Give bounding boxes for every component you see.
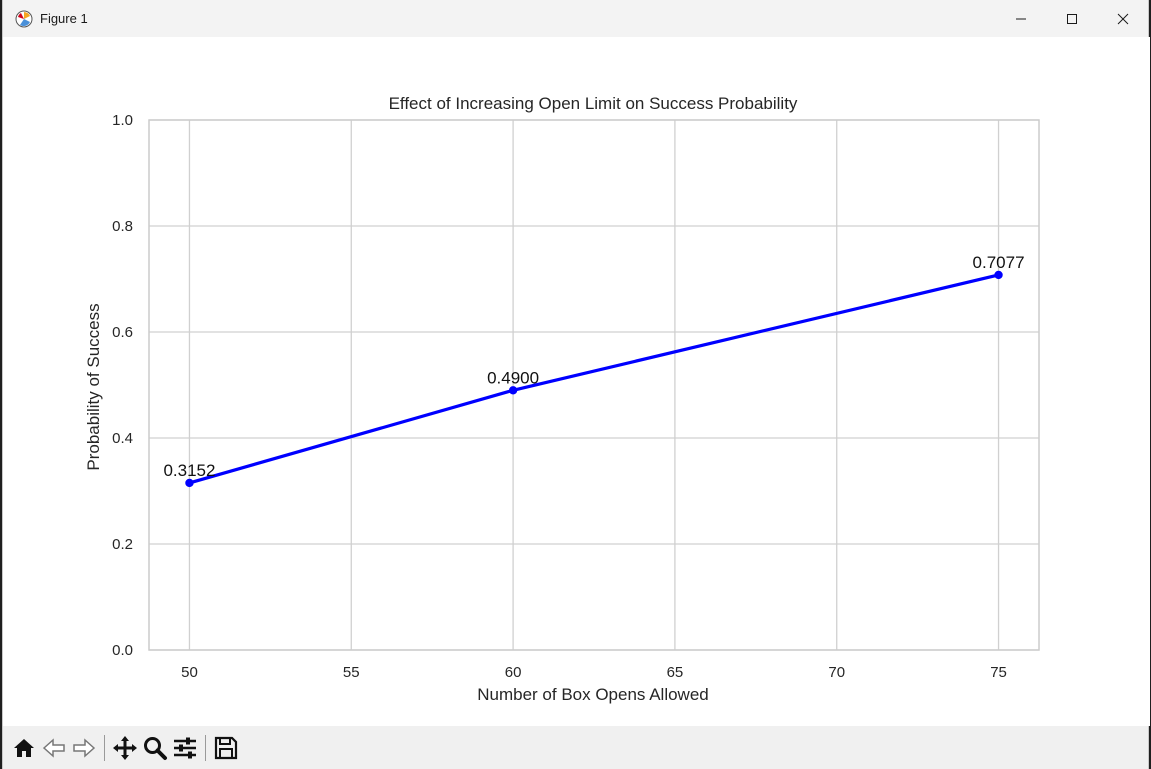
save-button[interactable] bbox=[211, 732, 241, 764]
pan-button[interactable] bbox=[110, 732, 140, 764]
data-point bbox=[185, 478, 194, 488]
zoom-button[interactable] bbox=[140, 732, 170, 764]
data-label: 0.3152 bbox=[163, 461, 215, 480]
series: 0.3152 0.4900 0.7077 bbox=[163, 253, 1025, 488]
close-button[interactable] bbox=[1097, 0, 1148, 37]
data-point bbox=[508, 386, 518, 395]
title-bar: Figure 1 bbox=[3, 0, 1148, 37]
series-line bbox=[189, 273, 999, 485]
y-tick-label: 0.6 bbox=[112, 324, 133, 341]
chart-title: Effect of Increasing Open Limit on Succe… bbox=[389, 94, 798, 113]
y-tick-label: 0.0 bbox=[112, 642, 133, 659]
plot-canvas[interactable]: 50 55 60 65 70 75 0.0 0.2 0.4 0.6 0.8 1.0 0.3152 0.4… bbox=[3, 37, 1150, 726]
back-icon bbox=[42, 737, 65, 758]
x-tick-label: 75 bbox=[990, 664, 1007, 681]
x-tick-label: 70 bbox=[828, 664, 845, 681]
tick-labels: 50 55 60 65 70 75 0.0 0.2 0.4 0.6 0.8 1.0 bbox=[112, 112, 1007, 681]
minimize-button[interactable] bbox=[995, 0, 1046, 37]
home-button[interactable] bbox=[9, 732, 39, 764]
figure-app-icon bbox=[15, 10, 33, 28]
y-axis-label: Probability of Success bbox=[84, 303, 103, 470]
maximize-button[interactable] bbox=[1046, 0, 1097, 37]
grid bbox=[149, 119, 1039, 651]
pan-icon bbox=[113, 735, 137, 760]
data-point bbox=[994, 270, 1003, 280]
y-tick-label: 0.8 bbox=[112, 218, 133, 235]
x-tick-label: 55 bbox=[343, 664, 360, 681]
y-tick-label: 0.2 bbox=[112, 536, 133, 553]
toolbar-separator bbox=[104, 734, 105, 761]
save-icon bbox=[214, 736, 238, 759]
forward-icon bbox=[73, 737, 96, 758]
navigation-toolbar bbox=[3, 726, 1148, 769]
x-axis-label: Number of Box Opens Allowed bbox=[477, 685, 709, 704]
axes-frame bbox=[148, 119, 1040, 651]
configure-subplots-button[interactable] bbox=[170, 732, 200, 764]
maximize-icon bbox=[1066, 13, 1077, 24]
close-icon bbox=[1117, 13, 1128, 24]
home-icon bbox=[14, 738, 34, 757]
x-tick-label: 50 bbox=[181, 664, 198, 681]
line-chart: 50 55 60 65 70 75 0.0 0.2 0.4 0.6 0.8 1.0 0.3152 0.4… bbox=[84, 94, 1040, 704]
y-tick-label: 0.4 bbox=[112, 430, 133, 447]
minimize-icon bbox=[1015, 18, 1026, 19]
window-controls bbox=[995, 0, 1148, 37]
toolbar-separator bbox=[205, 734, 206, 761]
x-tick-label: 60 bbox=[505, 664, 522, 681]
zoom-icon bbox=[144, 736, 167, 760]
configure-subplots-icon bbox=[174, 737, 196, 758]
data-label: 0.7077 bbox=[973, 253, 1025, 272]
window-title: Figure 1 bbox=[40, 11, 88, 26]
forward-button[interactable] bbox=[69, 732, 99, 764]
back-button[interactable] bbox=[39, 732, 69, 764]
y-tick-label: 1.0 bbox=[112, 112, 133, 129]
x-tick-label: 65 bbox=[667, 664, 684, 681]
data-label: 0.4900 bbox=[487, 368, 539, 387]
